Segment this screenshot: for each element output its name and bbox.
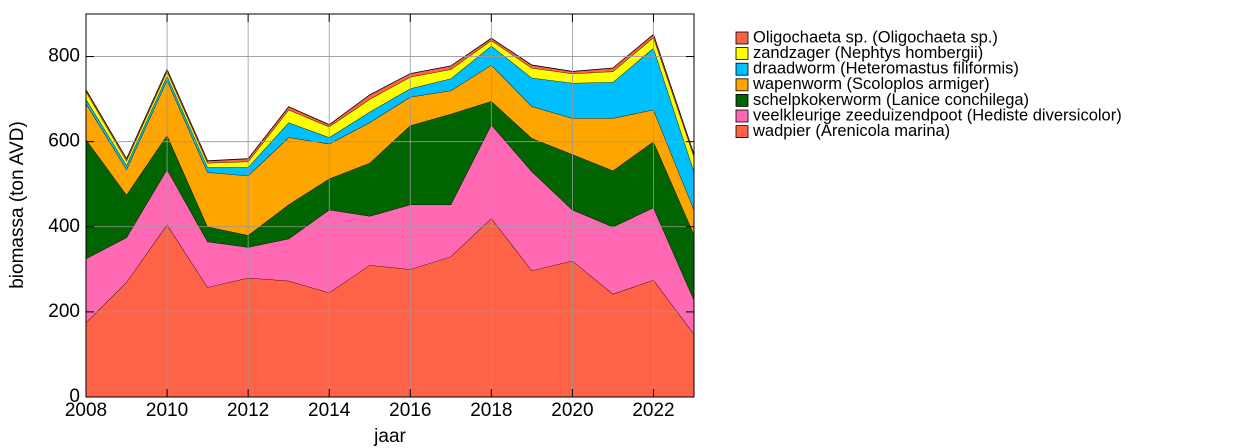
x-axis-label: jaar [373,426,406,447]
legend-label: Oligochaeta sp. (Oligochaeta sp.) [753,28,998,46]
legend-swatch [735,78,749,92]
legend-label: veelkleurige zeeduizendpoot (Hediste div… [753,106,1122,124]
legend-label: draadworm (Heteromastus filiformis) [753,60,1019,78]
y-tick-label: 800 [48,46,80,67]
legend-swatch [735,47,749,60]
legend-label: wapenworm (Scoloplos armiger) [752,75,990,93]
legend-swatch [735,94,749,107]
legend-label: wadpier (Arenicola marina) [752,122,950,140]
legend-swatch [735,31,749,45]
x-tick-label: 2014 [308,400,351,421]
legend-swatch [735,62,749,76]
y-tick-label: 0 [69,386,80,407]
x-tick-label: 2018 [470,400,512,421]
y-tick-label: 600 [48,131,80,152]
legend-label: zandzager (Nephtys hombergii) [753,44,983,62]
area [86,124,694,335]
x-tick-label: 2010 [146,400,188,421]
x-tick-label: 2020 [551,400,593,421]
y-tick-label: 400 [48,216,80,237]
area [86,218,694,397]
legend-label: schelpkokerworm (Lanice conchilega) [753,91,1029,109]
y-axis-label: biomassa (ton AVD) [7,121,28,289]
legend-swatch [735,125,749,138]
area [86,37,694,172]
x-tick-label: 2012 [227,400,269,421]
plot-frame [85,13,695,398]
legend-swatch [735,109,749,123]
x-tick-label: 2022 [632,400,674,421]
area [86,45,694,210]
y-tick-label: 200 [48,301,80,322]
x-tick-label: 2016 [389,400,431,421]
x-tick-label: 2008 [65,400,107,421]
area-edge [85,33,695,162]
area [86,65,694,236]
area [86,101,694,300]
